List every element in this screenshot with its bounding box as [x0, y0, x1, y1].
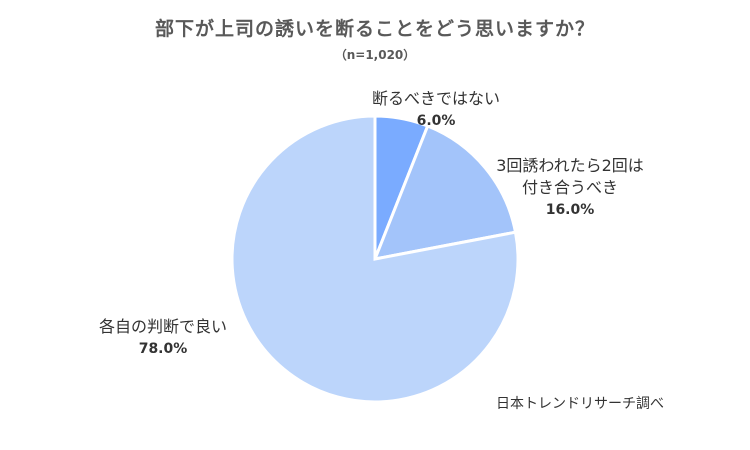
slice-value-0: 6.0% [416, 113, 456, 129]
slice-name-1-line-0: 3回誘われたら2回は [496, 156, 644, 175]
slice-label-2: 各自の判断で良い 78.0% [78, 316, 248, 360]
slice-value-2: 78.0% [138, 341, 188, 357]
chart-title: 部下が上司の誘いを断ることをどう思いますか？ [154, 18, 595, 40]
source-note: 日本トレンドリサーチ調べ [496, 396, 664, 412]
slice-label-1: 3回誘われたら2回は 付き合うべき 16.0% [470, 155, 670, 221]
chart-subtitle: （n=1,020） [334, 48, 416, 62]
pie-slice-1 [372, 124, 518, 261]
slice-name-0: 断るべきではない [371, 89, 500, 108]
slice-value-1: 16.0% [545, 202, 595, 218]
pie-slice-2 [230, 114, 520, 404]
slice-name-1-line-1: 付き合うべき [521, 178, 618, 197]
slice-name-2: 各自の判断で良い [98, 317, 227, 336]
slice-label-0: 断るべきではない 6.0% [356, 88, 516, 132]
